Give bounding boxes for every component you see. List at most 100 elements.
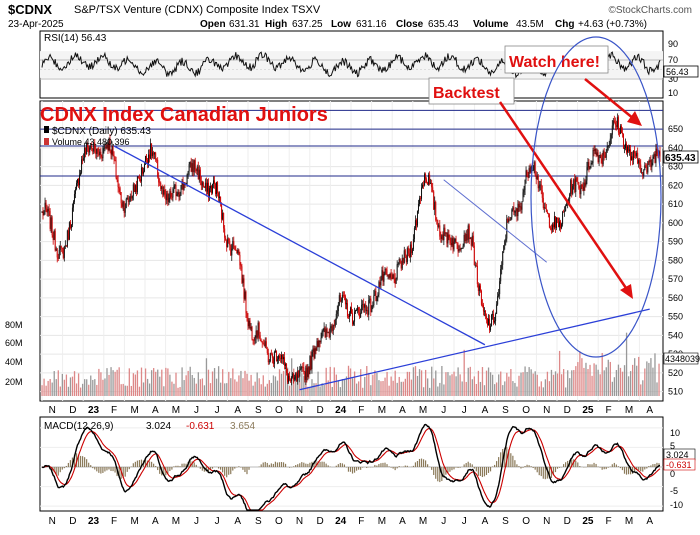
candle-body (537, 176, 538, 179)
volume-bar (380, 381, 381, 396)
month-tick-label: F (358, 516, 364, 527)
candle-body (75, 189, 76, 194)
candle-body (415, 220, 416, 228)
candle-body (203, 182, 204, 187)
candle-body (282, 355, 283, 359)
candle-body (353, 322, 354, 325)
candle-body (633, 151, 634, 160)
candle-body (634, 151, 635, 154)
candle-body (627, 147, 628, 153)
candle-body (383, 274, 384, 282)
macd-histogram-bar (433, 467, 434, 475)
macd-histogram-bar (125, 467, 126, 477)
candle-body (79, 175, 80, 186)
candle-body (571, 180, 572, 194)
candle-body (448, 234, 449, 237)
candle-body (128, 198, 129, 202)
candle-body (251, 327, 252, 328)
volume-bar (395, 371, 396, 396)
candle-body (131, 196, 132, 198)
candle-body (201, 181, 202, 185)
candle-body (553, 224, 554, 227)
macd-histogram-bar (242, 467, 243, 470)
macd-histogram-bar (222, 467, 223, 472)
macd-histogram-bar (557, 467, 558, 469)
candle-body (361, 305, 362, 313)
candle-body (582, 187, 583, 191)
candle-body (524, 190, 525, 192)
month-tick-label: D (69, 405, 76, 416)
volume-bar (462, 381, 463, 396)
macd-histogram-bar (626, 467, 627, 475)
macd-histogram-bar (494, 465, 495, 467)
volume-bar (161, 370, 162, 396)
candle-body (392, 278, 393, 280)
macd-histogram-bar (86, 459, 87, 467)
candle-body (423, 185, 424, 186)
candle-body (638, 160, 639, 163)
volume-bar (127, 386, 128, 396)
macd-histogram-bar (175, 466, 176, 467)
candle-body (249, 321, 250, 326)
volume-bar (551, 370, 552, 396)
volume-bar (279, 369, 280, 396)
candle-body (487, 318, 488, 325)
candle-body (525, 180, 526, 190)
candle-body (355, 310, 356, 311)
candle-body (430, 183, 431, 184)
candle-body (188, 171, 189, 174)
candle-body (632, 156, 633, 160)
volume-bar (632, 365, 633, 396)
candle-body (527, 170, 528, 176)
candle-body (647, 161, 648, 172)
candle-body (54, 231, 55, 240)
candle-body (235, 250, 236, 251)
candle-body (466, 234, 467, 241)
candle-body (541, 185, 542, 191)
candle-body (222, 213, 223, 220)
volume-bar (208, 370, 209, 396)
candle-body (123, 201, 124, 206)
candle-body (113, 146, 114, 155)
volume-bar (419, 369, 420, 396)
price-tick-label: 540 (668, 330, 683, 340)
candle-body (639, 160, 640, 164)
candle-body (224, 228, 225, 237)
volume-bar (405, 379, 406, 396)
candle-body (584, 183, 585, 186)
candle-body (313, 348, 314, 358)
volume-bar (244, 371, 245, 396)
macd-histogram-bar (600, 467, 601, 468)
volume-value: 43.5M (516, 19, 544, 30)
macd-histogram-bar (618, 466, 619, 467)
candle-body (268, 353, 269, 362)
candle-body (259, 323, 260, 336)
volume-bar (238, 375, 239, 396)
candle-body (514, 211, 515, 212)
macd-histogram-bar (200, 467, 201, 469)
macd-histogram-bar (559, 467, 560, 468)
volume-bar (612, 382, 613, 396)
volume-bar (563, 369, 564, 396)
macd-histogram-bar (543, 467, 544, 479)
volume-bar (589, 365, 590, 396)
macd-histogram-bar (269, 465, 270, 467)
rsi-tick-90: 90 (668, 39, 678, 49)
month-tick-label: D (564, 405, 571, 416)
volume-bar (313, 383, 314, 396)
macd-histogram-bar (129, 467, 130, 469)
candle-body (442, 234, 443, 240)
candle-body (439, 225, 440, 236)
volume-bar (303, 376, 304, 396)
chart-title-annotation: CDNX Index Canadian Juniors (40, 104, 328, 126)
macd-histogram-bar (218, 467, 219, 469)
candle-body (329, 332, 330, 337)
candle-body (395, 278, 396, 283)
candle-body (592, 163, 593, 164)
candle-body (47, 209, 48, 213)
month-tick-label: A (234, 516, 241, 527)
candle-body (334, 325, 335, 326)
candle-body (433, 191, 434, 209)
candle-body (283, 357, 284, 359)
